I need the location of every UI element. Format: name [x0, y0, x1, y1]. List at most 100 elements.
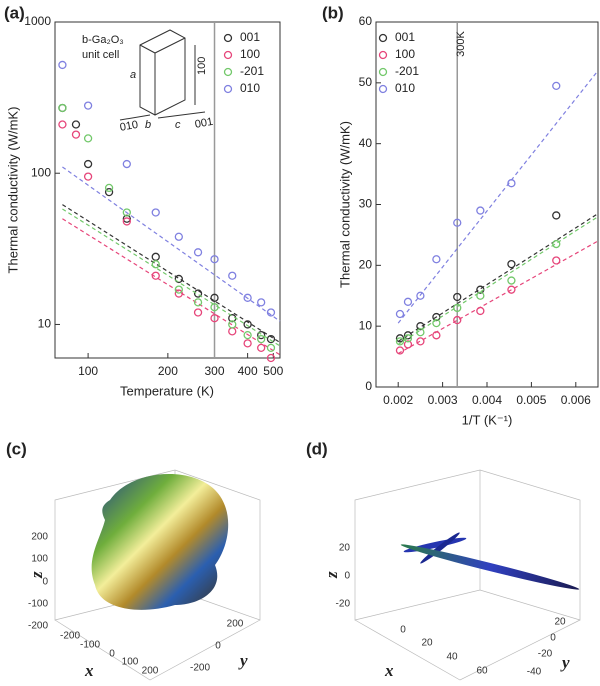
y-tick-label: 0 — [215, 641, 221, 652]
data-point — [432, 331, 441, 340]
x-tick-label: 0 — [109, 649, 115, 660]
y-tick-label: 40 — [359, 136, 373, 150]
data-point — [71, 120, 81, 129]
x-tick-label: -200 — [60, 631, 80, 642]
data-point — [266, 308, 276, 317]
x-tick-label: 500 — [263, 364, 283, 378]
data-point — [416, 291, 425, 300]
z-tick-label: -200 — [28, 621, 48, 632]
legend-marker — [378, 50, 388, 60]
data-point — [416, 322, 425, 331]
data-point — [122, 159, 131, 169]
inset-label: a — [130, 69, 136, 81]
legend-marker — [378, 33, 388, 43]
data-point — [83, 159, 93, 169]
data-point — [58, 120, 67, 129]
y-tick-label: 20 — [359, 258, 373, 272]
data-point — [416, 328, 425, 337]
fit-line — [397, 216, 599, 345]
data-point — [453, 315, 462, 325]
conductivity-surface — [400, 544, 580, 590]
x-axis-label: 1/T (K⁻¹) — [462, 412, 513, 427]
data-point — [210, 255, 219, 264]
axis-label: z — [27, 571, 46, 579]
y-tick-label: 0 — [365, 379, 372, 393]
x-tick-label: 100 — [122, 657, 139, 668]
data-point — [122, 208, 131, 217]
z-tick-label: 0 — [344, 571, 350, 582]
data-point — [552, 211, 561, 220]
x-tick-label: 0.004 — [472, 393, 502, 407]
data-point — [243, 330, 252, 340]
legend-marker — [223, 33, 233, 43]
data-point — [210, 314, 219, 323]
data-point — [151, 252, 160, 261]
panel-label: (d) — [306, 439, 328, 458]
data-point — [228, 327, 237, 336]
data-point — [432, 318, 441, 328]
x-tick-label: 400 — [238, 364, 258, 378]
conductivity-surface — [91, 473, 229, 610]
data-point — [122, 217, 131, 226]
panel-c-wireframe — [54, 469, 261, 681]
data-point — [552, 239, 561, 249]
x-tick-label: -100 — [80, 640, 100, 651]
data-point — [432, 255, 441, 264]
inset-label: 100 — [196, 57, 208, 75]
conductivity-surface — [420, 532, 460, 564]
data-point — [257, 298, 266, 307]
data-point — [416, 337, 425, 346]
fit-line — [397, 213, 599, 342]
inset-label: 010 — [119, 119, 139, 134]
reference-label: 300K — [455, 30, 467, 56]
data-point — [395, 309, 405, 319]
unit-cell — [139, 29, 186, 116]
axis-label: x — [84, 661, 94, 680]
data-point — [174, 289, 183, 298]
data-point — [266, 353, 276, 363]
y-axis-label: Thermal conductivity (W/mK) — [337, 121, 352, 288]
data-point — [193, 248, 203, 257]
x-tick-label: 200 — [158, 364, 178, 378]
data-point — [151, 271, 160, 280]
z-tick-label: 20 — [339, 543, 351, 554]
z-tick-label: 200 — [31, 532, 48, 543]
x-tick-label: 300 — [205, 364, 225, 378]
y-tick-label: 30 — [359, 197, 373, 211]
data-point — [174, 274, 183, 284]
z-tick-label: -20 — [336, 599, 351, 610]
legend-marker — [223, 84, 233, 94]
x-tick-label: 100 — [78, 364, 98, 378]
data-point — [58, 103, 67, 113]
data-point — [83, 134, 93, 143]
x-tick-label: 20 — [421, 638, 433, 649]
data-point — [476, 206, 485, 215]
data-point — [476, 306, 485, 316]
axis-arrows — [119, 45, 206, 121]
data-point — [151, 260, 160, 269]
data-point — [210, 303, 219, 312]
x-tick-label: 60 — [476, 666, 488, 677]
data-point — [453, 292, 462, 302]
data-point — [266, 334, 276, 344]
fit-line — [62, 218, 281, 356]
axis-label: x — [384, 661, 394, 680]
legend-marker — [223, 67, 233, 77]
data-point — [243, 293, 252, 302]
data-point — [395, 334, 405, 343]
fit-line — [397, 240, 599, 355]
y-tick-label: 60 — [359, 14, 373, 28]
data-point — [193, 308, 203, 317]
z-tick-label: -100 — [28, 599, 48, 610]
y-tick-label: 200 — [227, 619, 244, 630]
data-point — [403, 340, 413, 349]
x-tick-label: 0.002 — [383, 393, 413, 407]
axis-label: y — [560, 653, 570, 672]
data-point — [122, 214, 131, 223]
y-tick-label: 0 — [550, 633, 556, 644]
legend-label: 010 — [395, 81, 415, 95]
x-tick-label: 0 — [400, 625, 406, 636]
legend-marker — [378, 67, 388, 77]
z-tick-label: 100 — [31, 554, 48, 565]
